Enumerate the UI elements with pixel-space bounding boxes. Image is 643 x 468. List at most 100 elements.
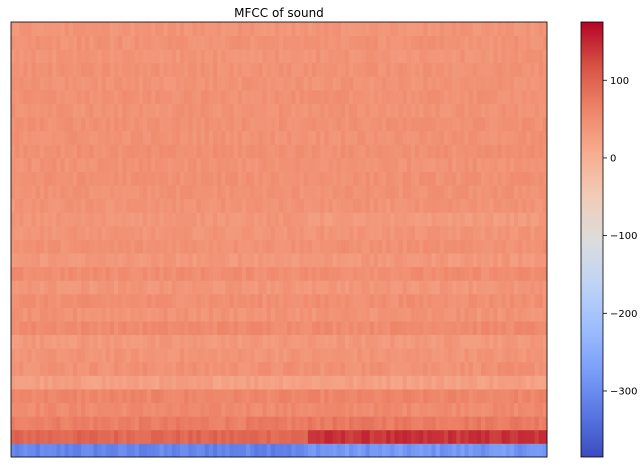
heatmap-cell: [291, 157, 296, 172]
heatmap-cell: [468, 375, 474, 390]
heatmap-cell: [369, 429, 375, 444]
heatmap-cell: [509, 225, 515, 240]
heatmap-cell: [56, 239, 61, 254]
heatmap-cell: [279, 35, 284, 50]
heatmap-cell: [526, 416, 531, 431]
heatmap-cell: [105, 443, 111, 458]
heatmap-cell: [307, 389, 313, 404]
heatmap-cell: [324, 402, 329, 417]
heatmap-cell: [427, 130, 432, 145]
heatmap-cell: [188, 171, 193, 186]
heatmap-cell: [485, 361, 490, 376]
heatmap-cell: [522, 361, 527, 376]
heatmap-cell: [485, 171, 490, 186]
heatmap-cell: [340, 103, 346, 118]
heatmap-cell: [68, 429, 74, 444]
heatmap-cell: [200, 239, 206, 254]
heatmap-cell: [27, 225, 33, 240]
heatmap-cell: [448, 212, 453, 227]
heatmap-cell: [221, 103, 226, 118]
heatmap-cell: [279, 280, 284, 295]
heatmap-cell: [386, 375, 391, 390]
heatmap-cell: [485, 103, 490, 118]
heatmap-cell: [60, 253, 65, 268]
heatmap-cell: [27, 334, 33, 349]
heatmap-cell: [530, 130, 536, 145]
heatmap-cell: [167, 321, 173, 336]
heatmap-cell: [443, 416, 449, 431]
heatmap-cell: [101, 334, 107, 349]
heatmap-cell: [31, 361, 37, 376]
heatmap-cell: [109, 212, 115, 227]
heatmap-cell: [394, 334, 399, 349]
heatmap-cell: [472, 416, 478, 431]
heatmap-cell: [328, 321, 333, 336]
heatmap-cell: [386, 157, 391, 172]
heatmap-cell: [518, 212, 523, 227]
heatmap-cell: [237, 239, 243, 254]
heatmap-cell: [448, 144, 453, 159]
heatmap-cell: [349, 144, 354, 159]
heatmap-cell: [435, 89, 441, 104]
heatmap-cell: [439, 321, 445, 336]
heatmap-cell: [373, 117, 379, 132]
heatmap-cell: [167, 76, 173, 91]
heatmap-cell: [196, 429, 202, 444]
heatmap-cell: [316, 266, 321, 281]
heatmap-cell: [464, 280, 470, 295]
heatmap-cell: [340, 144, 346, 159]
heatmap-cell: [19, 22, 24, 36]
heatmap-cell: [394, 171, 399, 186]
heatmap-cell: [270, 266, 276, 281]
heatmap-cell: [497, 266, 503, 281]
heatmap-cell: [266, 389, 272, 404]
heatmap-cell: [89, 22, 94, 36]
heatmap-cell: [386, 198, 391, 213]
heatmap-cell: [534, 198, 540, 213]
heatmap-cell: [423, 321, 428, 336]
heatmap-cell: [489, 130, 494, 145]
heatmap-cell: [270, 49, 276, 64]
heatmap-cell: [526, 130, 531, 145]
heatmap-cell: [31, 157, 37, 172]
heatmap-cell: [431, 348, 437, 363]
heatmap-cell: [142, 280, 148, 295]
heatmap-cell: [237, 89, 243, 104]
heatmap-cell: [246, 334, 251, 349]
heatmap-cell: [390, 280, 395, 295]
heatmap-cell: [402, 49, 408, 64]
heatmap-cell: [274, 225, 280, 240]
heatmap-cell: [200, 22, 206, 36]
heatmap-cell: [357, 62, 362, 77]
heatmap-cell: [291, 89, 296, 104]
heatmap-cell: [530, 35, 536, 50]
heatmap-cell: [167, 334, 173, 349]
heatmap-cell: [43, 22, 49, 36]
heatmap-cell: [332, 307, 338, 322]
heatmap-cell: [237, 35, 243, 50]
heatmap-cell: [357, 212, 362, 227]
heatmap-cell: [93, 225, 98, 240]
heatmap-cell: [369, 157, 375, 172]
heatmap-cell: [431, 171, 437, 186]
heatmap-cell: [410, 348, 416, 363]
heatmap-cell: [81, 321, 86, 336]
heatmap-cell: [167, 49, 173, 64]
heatmap-cell: [439, 144, 445, 159]
heatmap-cell: [31, 375, 37, 390]
heatmap-cell: [68, 443, 74, 458]
heatmap-cell: [241, 429, 247, 444]
heatmap-cell: [398, 321, 404, 336]
heatmap-cell: [246, 280, 251, 295]
heatmap-cell: [530, 62, 536, 77]
heatmap-cell: [344, 103, 350, 118]
heatmap-cell: [369, 389, 375, 404]
heatmap-cell: [134, 416, 140, 431]
heatmap-cell: [443, 117, 449, 132]
heatmap-cell: [279, 22, 284, 36]
heatmap-cell: [52, 266, 57, 281]
heatmap-cell: [208, 212, 214, 227]
heatmap-cell: [274, 280, 280, 295]
heatmap-cell: [538, 429, 544, 444]
heatmap-cell: [542, 293, 548, 308]
